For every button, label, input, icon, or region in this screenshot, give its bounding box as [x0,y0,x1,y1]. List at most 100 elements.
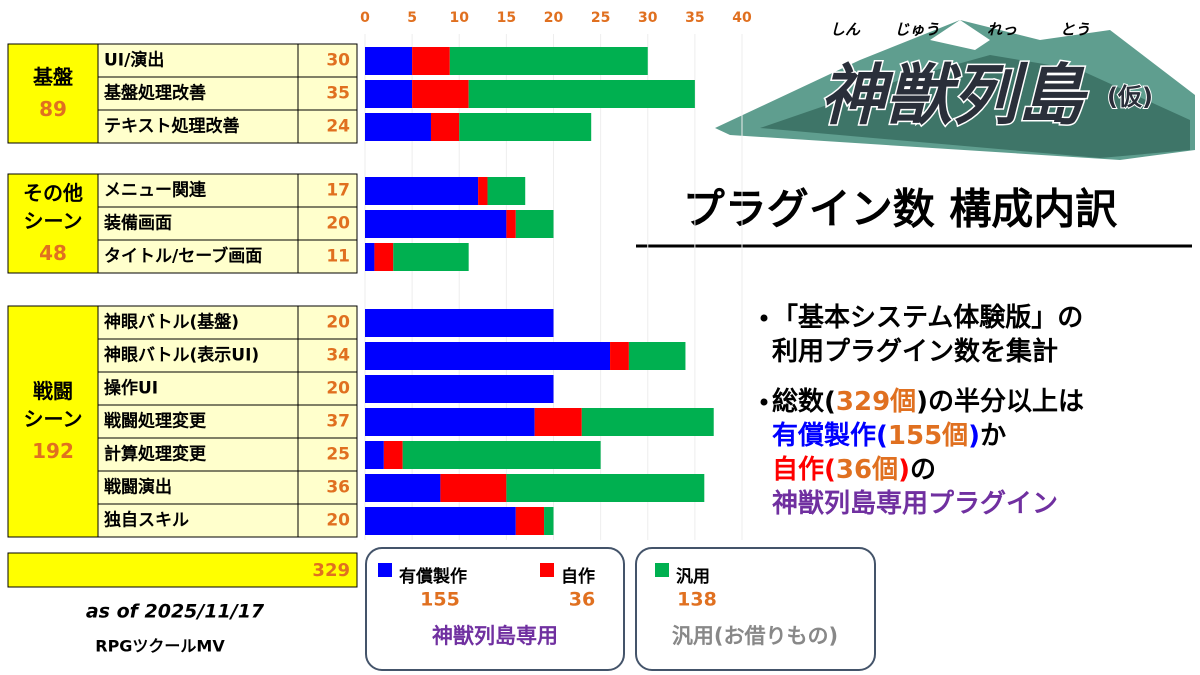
legend-name: 汎用 [676,566,710,587]
group-cell [7,43,99,144]
bar-segment [506,474,705,502]
note-segment: ) [968,421,980,451]
group-label: その他 [23,181,83,205]
logo-title: 神獣列島 [820,57,1089,134]
bar-segment [365,309,554,337]
note-line: 自作(36個)の [772,454,936,485]
name-cell [97,173,299,208]
category-label: UI/演出 [104,50,164,71]
bar-segment [365,342,611,370]
bar-segment [365,47,413,75]
group-label: 基盤 [33,65,74,89]
bar-segment [534,408,582,436]
total-cell [297,76,358,111]
group-cell [7,305,99,538]
category-label: テキスト処理改善 [104,116,240,137]
legend-name: 自作 [561,566,595,587]
note-segment: ) [898,455,910,485]
note-line: 総数(329個)の半分以上は [772,386,1084,417]
x-tick-label: 25 [591,10,610,26]
total-cell [297,43,358,78]
note-line: 利用プラグイン数を集計 [772,336,1058,367]
bar-segment [515,210,554,238]
total-cell [297,239,358,274]
bullet [760,398,768,406]
x-tick-label: 10 [450,10,470,26]
bar-segment [365,80,413,108]
category-label: 計算処理変更 [104,444,207,465]
note-segment: か [980,421,1006,451]
bar-segment [412,47,450,75]
bar-segment [365,441,384,469]
category-label: 操作UI [104,378,158,399]
legend-box [635,547,876,671]
x-tick-label: 30 [638,10,658,26]
bar-segment [374,243,394,271]
legend-group: 汎用(お借りもの) [672,624,838,648]
logo-ruby: じゅう [894,21,939,39]
name-cell [97,305,299,340]
bar-segment [365,113,431,141]
bar-segment [365,210,507,238]
total-cell [297,173,358,208]
legend-total: 155 [420,589,460,611]
row-total: 24 [326,117,350,137]
total-cell [297,206,358,241]
note-segment: 329個 [836,387,916,417]
bar-segment [459,113,592,141]
note-segment: 有償製作( [772,421,888,451]
row-total: 20 [326,379,350,399]
bar-segment [487,177,526,205]
legend-name: 有償製作 [399,566,467,587]
total-cell [297,437,358,472]
note-segment: 36個 [836,455,898,485]
bar-segment [365,474,441,502]
legend-total: 36 [569,589,595,611]
bar-segment [478,177,488,205]
name-cell [97,503,299,538]
row-total: 20 [326,214,350,234]
x-tick-label: 0 [360,10,370,26]
note-segment: 神獣列島専用プラグイン [772,488,1058,519]
mountain-shade [760,55,1190,158]
logo-ruby: れっ [987,21,1017,39]
x-tick-label: 20 [544,10,564,26]
logo-ruby: とう [1060,21,1090,39]
bar-segment [581,408,714,436]
category-label: 神眼バトル(表示UI) [104,345,259,366]
row-total: 30 [326,51,350,71]
category-label: 独自スキル [104,510,189,531]
engine: RPGツクールMV [95,637,225,656]
note-segment: 自作( [772,454,836,485]
row-total: 20 [326,313,350,333]
bar-segment [468,80,695,108]
logo-mountain [715,20,1195,160]
note-segment: の [910,455,936,485]
logo-ruby: しん [830,21,861,39]
total-cell [297,470,358,505]
category-label: 装備画面 [103,213,172,234]
category-label: タイトル/セーブ画面 [104,246,262,267]
x-tick-label: 15 [497,10,516,26]
bar-segment [365,177,479,205]
row-total: 36 [326,478,350,498]
x-tick-label: 35 [685,10,704,26]
group-label: 戦闘 [33,379,73,403]
category-label: 戦闘演出 [104,477,172,498]
note-line: 神獣列島専用プラグイン [772,488,1058,519]
legend-swatch [378,563,392,577]
category-label: 基盤処理改善 [103,83,206,104]
total-cell [297,109,358,144]
bar-segment [544,507,554,535]
bar-segment [365,507,516,535]
grand-total: 329 [312,560,350,581]
legend-total: 138 [677,589,717,611]
bar-segment [383,441,403,469]
name-cell [97,371,299,406]
total-cell [297,404,358,439]
logo-suffix: (仮) [1107,83,1153,111]
bar-segment [393,243,469,271]
total-cell [297,503,358,538]
bar-segment [610,342,629,370]
